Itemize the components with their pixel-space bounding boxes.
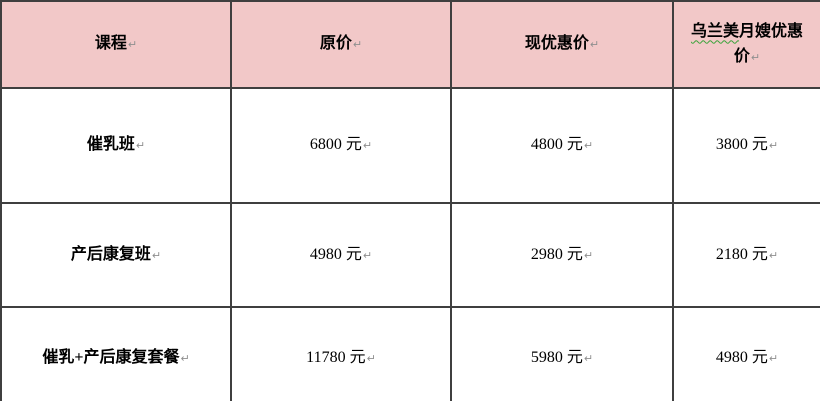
header-course: 课程↵: [0, 0, 232, 89]
wulanmei-price-cell: 4980 元↵: [672, 306, 820, 401]
current-discount-price-cell: 5980 元↵: [450, 306, 674, 401]
original-price-cell: 6800 元↵: [230, 87, 452, 204]
paragraph-mark-icon: ↵: [583, 139, 594, 153]
course-name: 催乳+产后康复套餐: [42, 349, 180, 367]
wulanmei-price: 4980 元: [715, 349, 768, 367]
header-course-label: 课程: [94, 35, 127, 53]
header-original-price-label: 原价: [319, 35, 352, 53]
current-discount-price: 4800 元: [530, 136, 583, 154]
paragraph-mark-icon: ↵: [135, 139, 146, 153]
paragraph-mark-icon: ↵: [362, 139, 373, 153]
wulanmei-price: 2180 元: [715, 245, 768, 263]
header-wulanmei-price: 乌兰美月嫂优惠价↵: [672, 0, 820, 89]
original-price: 4980 元: [309, 245, 362, 263]
header-wulanmei-price-label: 月嫂优惠价: [733, 22, 804, 65]
current-discount-price-cell: 4800 元↵: [450, 87, 674, 204]
header-current-discount-price: 现优惠价↵: [450, 0, 674, 89]
paragraph-mark-icon: ↵: [366, 352, 376, 366]
paragraph-mark-icon: ↵: [768, 139, 779, 153]
course-name-cell: 催乳班↵: [0, 87, 232, 204]
original-price-cell: 4980 元↵: [230, 202, 452, 308]
header-original-price: 原价↵: [230, 0, 452, 89]
table-header-row: 课程↵ 原价↵ 现优惠价↵ 乌兰美月嫂优惠价↵: [0, 0, 820, 89]
header-wulanmei-price-label-spellchecked: 乌兰美: [690, 22, 739, 40]
wulanmei-price: 3800 元: [715, 136, 768, 154]
paragraph-mark-icon: ↵: [127, 38, 138, 52]
paragraph-mark-icon: ↵: [583, 248, 594, 262]
table-row: 催乳班↵ 6800 元↵ 4800 元↵ 3800 元↵: [0, 87, 820, 204]
paragraph-mark-icon: ↵: [362, 248, 373, 262]
table-row: 产后康复班↵ 4980 元↵ 2980 元↵ 2180 元↵: [0, 202, 820, 308]
paragraph-mark-icon: ↵: [151, 248, 162, 262]
course-name-cell: 产后康复班↵: [0, 202, 232, 308]
current-discount-price: 2980 元: [530, 245, 583, 263]
header-current-discount-price-label: 现优惠价: [524, 35, 589, 53]
table-row: 催乳+产后康复套餐↵ 11780 元↵ 5980 元↵ 4980 元↵: [0, 306, 820, 401]
paragraph-mark-icon: ↵: [180, 352, 190, 366]
paragraph-mark-icon: ↵: [352, 38, 363, 52]
course-name-cell: 催乳+产后康复套餐↵: [0, 306, 232, 401]
paragraph-mark-icon: ↵: [768, 352, 779, 366]
wulanmei-price-cell: 2180 元↵: [672, 202, 820, 308]
course-name: 催乳班: [86, 136, 135, 154]
original-price: 11780 元: [306, 349, 366, 367]
paragraph-mark-icon: ↵: [583, 352, 594, 366]
paragraph-mark-icon: ↵: [750, 50, 761, 64]
original-price: 6800 元: [309, 136, 362, 154]
paragraph-mark-icon: ↵: [589, 38, 600, 52]
current-discount-price: 5980 元: [530, 349, 583, 367]
current-discount-price-cell: 2980 元↵: [450, 202, 674, 308]
original-price-cell: 11780 元↵: [230, 306, 452, 401]
course-name: 产后康复班: [70, 245, 151, 263]
paragraph-mark-icon: ↵: [768, 248, 779, 262]
wulanmei-price-cell: 3800 元↵: [672, 87, 820, 204]
